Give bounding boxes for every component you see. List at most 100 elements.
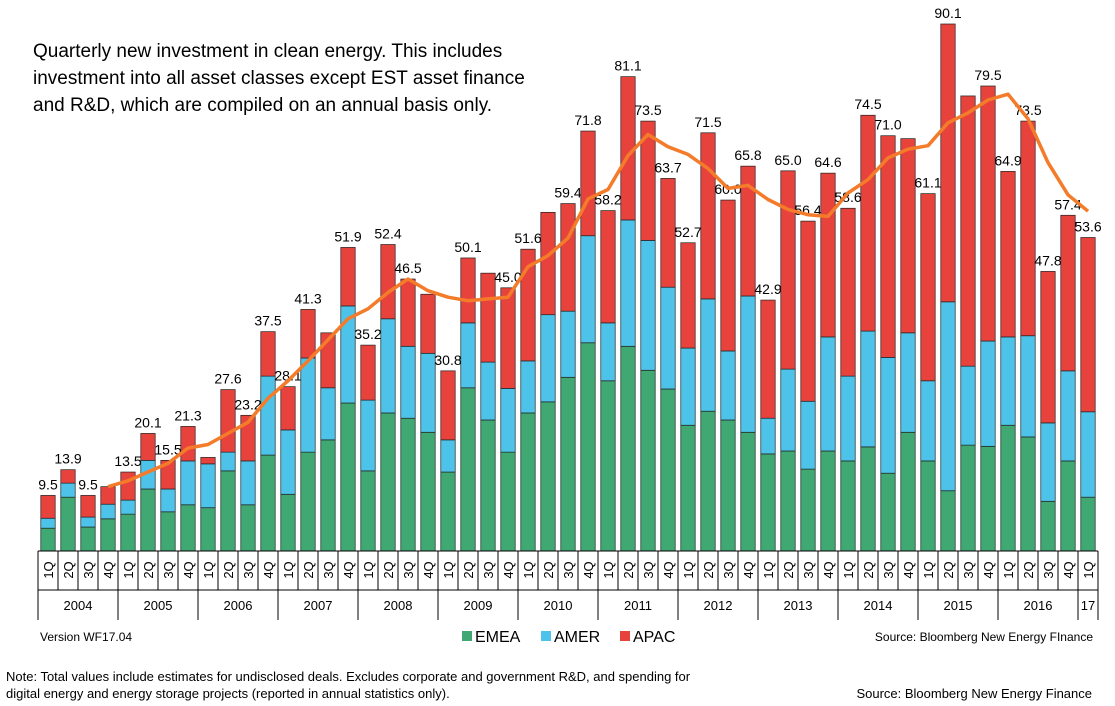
bar-segment — [280, 386, 296, 431]
bar-segment — [240, 460, 256, 506]
year-label: 17 — [1081, 598, 1095, 613]
total-label: 71.0 — [874, 117, 901, 133]
bar-segment — [680, 347, 696, 426]
total-label: 27.6 — [214, 371, 241, 387]
bar-segment — [980, 85, 996, 342]
x-tick-label: 2Q — [141, 561, 156, 578]
total-label: 59.4 — [554, 185, 581, 201]
bar-segment — [320, 439, 336, 552]
bar-segment — [700, 410, 716, 552]
bar-segment — [40, 517, 56, 529]
bar-segment — [1060, 460, 1076, 552]
x-tick-label: 2Q — [701, 561, 716, 578]
bar-segment — [620, 345, 636, 552]
total-label: 9.5 — [78, 476, 98, 492]
year-label: 2010 — [544, 598, 573, 613]
bar-segment — [400, 345, 416, 419]
bar-segment — [520, 248, 536, 362]
bar-segment — [200, 457, 216, 465]
bar-segment — [240, 504, 256, 552]
bar-segment — [940, 490, 956, 552]
total-label: 21.3 — [174, 407, 201, 423]
bar-segment — [820, 172, 836, 338]
note: Note: Total values include estimates for… — [6, 669, 691, 684]
bar-segment — [40, 527, 56, 552]
x-tick-label: 3Q — [161, 561, 176, 578]
bar-segment — [460, 387, 476, 552]
bar-segment — [760, 299, 776, 419]
bar-segment — [620, 219, 636, 347]
bar-segment — [960, 365, 976, 446]
total-label: 13.5 — [114, 453, 141, 469]
bar-segment — [1040, 271, 1056, 424]
bar-segment — [600, 380, 616, 552]
x-tick-label: 1Q — [601, 561, 616, 578]
bar-segment — [520, 412, 536, 552]
x-tick-label: 3Q — [641, 561, 656, 578]
x-tick-label: 2Q — [781, 561, 796, 578]
total-label: 20.1 — [134, 414, 161, 430]
bar-segment — [380, 244, 396, 320]
total-label: 74.5 — [854, 96, 881, 112]
bar-segment — [100, 503, 116, 520]
bar-segment — [460, 257, 476, 324]
x-tick-label: 1Q — [361, 561, 376, 578]
bar-segment — [200, 463, 216, 509]
bar-segment — [740, 431, 756, 552]
bar-segment — [800, 468, 816, 552]
bar-segment — [700, 132, 716, 300]
x-tick-label: 3Q — [321, 561, 336, 578]
bar-segment — [720, 350, 736, 421]
bar-segment — [60, 482, 76, 498]
x-tick-label: 2Q — [1021, 561, 1036, 578]
x-tick-label: 2Q — [621, 561, 636, 578]
bar-segment — [840, 375, 856, 462]
year-label: 2005 — [144, 598, 173, 613]
bar-segment — [160, 459, 176, 490]
total-label: 23.2 — [234, 396, 261, 412]
bar-segment — [660, 388, 676, 552]
source: Source: Bloomberg New Energy FInance — [875, 630, 1093, 644]
x-tick-label: 3Q — [881, 561, 896, 578]
bar-segment — [820, 450, 836, 552]
x-tick-label: 2Q — [381, 561, 396, 578]
legend-swatch — [462, 631, 472, 641]
x-tick-label: 1Q — [1001, 561, 1016, 578]
x-tick-label: 3Q — [81, 561, 96, 578]
x-tick-label: 2Q — [221, 561, 236, 578]
x-tick-label: 3Q — [401, 561, 416, 578]
bar-segment — [320, 387, 336, 441]
bar-segment — [560, 203, 576, 312]
total-label: 51.6 — [514, 230, 541, 246]
note: digital energy and energy storage projec… — [6, 686, 450, 701]
x-tick-label: 1Q — [841, 561, 856, 578]
year-label: 2012 — [704, 598, 733, 613]
bar-segment — [980, 340, 996, 447]
bar-segment — [240, 414, 256, 462]
bar-segment — [180, 504, 196, 552]
bar-segment — [220, 451, 236, 472]
bar-segment — [740, 295, 756, 433]
bar-segment — [1080, 496, 1096, 552]
x-tick-label: 4Q — [261, 561, 276, 578]
total-label: 46.5 — [394, 260, 421, 276]
x-tick-label: 4Q — [741, 561, 756, 578]
bar-segment — [380, 412, 396, 552]
bar-segment — [380, 318, 396, 414]
footer-source: Source: Bloomberg New Energy Finance — [856, 686, 1092, 701]
bar-segment — [120, 513, 136, 552]
bar-segment — [280, 493, 296, 552]
bar-segment — [420, 431, 436, 552]
bar-segment — [1060, 214, 1076, 372]
bar-segment — [420, 293, 436, 354]
bar-segment — [540, 211, 556, 316]
year-label: 2008 — [384, 598, 413, 613]
bar-segment — [440, 370, 456, 441]
bar-segment — [480, 419, 496, 552]
bar-segment — [140, 433, 156, 461]
total-label: 13.9 — [54, 451, 81, 467]
x-tick-label: 3Q — [721, 561, 736, 578]
bar-segment — [960, 95, 976, 367]
bar-segment — [1000, 171, 1016, 338]
chart-title: and R&D, which are compiled on an annual… — [33, 95, 492, 116]
